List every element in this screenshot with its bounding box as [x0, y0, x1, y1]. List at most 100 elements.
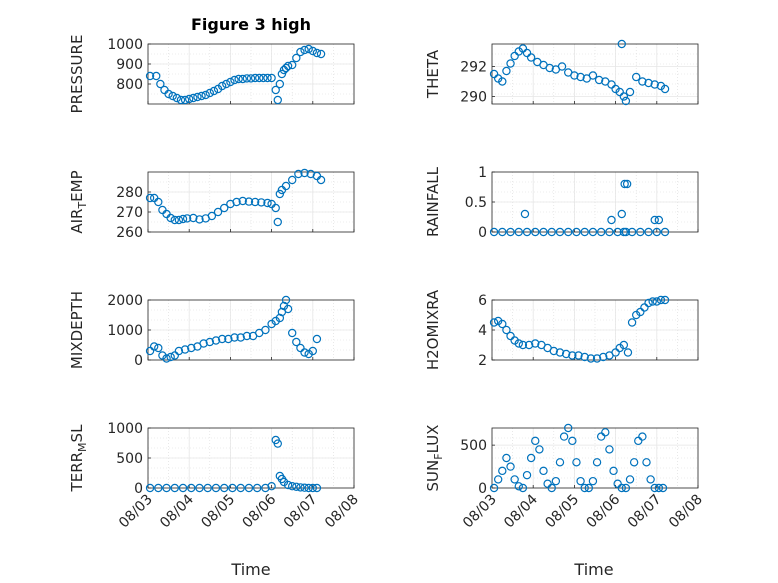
data-point	[650, 483, 659, 493]
data-point	[217, 334, 227, 344]
data-point	[296, 47, 305, 57]
y-axis-label: AIRTEMP	[68, 170, 89, 233]
y-tick-label: 4	[478, 323, 487, 339]
y-axis-label: RAINFALL	[424, 166, 442, 237]
data-point	[174, 215, 184, 225]
data-point	[145, 346, 155, 356]
subplot-5: 0 1000 2000 MIXDEPTH	[68, 291, 355, 369]
data-point	[559, 432, 569, 441]
data-point	[162, 354, 171, 363]
data-point	[619, 340, 629, 350]
y-tick-label: 0.5	[465, 195, 487, 211]
data-point	[568, 351, 577, 360]
data-point	[199, 339, 208, 348]
data-point	[288, 60, 297, 70]
data-point	[539, 227, 548, 237]
data-point	[180, 95, 190, 105]
subplot-6: 2 4 6 H2OMIXRA	[424, 289, 699, 370]
y-tick-label: 500	[116, 451, 143, 467]
data-point	[594, 75, 604, 85]
data-point	[312, 334, 322, 344]
y-tick-label: 260	[116, 225, 143, 241]
data-point	[576, 72, 585, 82]
data-point	[145, 483, 155, 493]
data-point	[568, 436, 577, 446]
data-point	[281, 295, 291, 305]
data-point	[619, 92, 629, 101]
data-point	[607, 80, 616, 89]
data-point	[145, 193, 155, 203]
data-point	[312, 48, 322, 58]
data-point	[217, 81, 227, 91]
axes-box	[491, 43, 699, 105]
y-tick-label: 1000	[107, 421, 143, 437]
data-point	[255, 73, 264, 83]
data-point	[592, 458, 602, 467]
data-point	[170, 483, 179, 493]
data-point	[220, 203, 229, 213]
data-point	[170, 215, 179, 225]
data-point	[648, 297, 657, 306]
y-tick-label: 290	[460, 90, 487, 106]
data-point	[489, 227, 499, 237]
data-point	[162, 483, 171, 493]
data-point	[555, 227, 565, 237]
data-point	[166, 213, 175, 223]
data-point	[316, 175, 326, 185]
data-point	[201, 90, 210, 100]
data-point	[205, 337, 214, 347]
data-point	[238, 74, 247, 84]
data-point	[650, 80, 659, 89]
data-point	[522, 48, 532, 58]
data-point	[182, 214, 192, 223]
data-point	[230, 75, 239, 85]
data-point	[506, 227, 515, 237]
y-tick-label: 6	[478, 293, 487, 309]
data-point	[236, 333, 245, 342]
data-point	[617, 39, 626, 49]
data-point	[197, 91, 206, 101]
data-point	[644, 227, 653, 237]
data-point	[623, 348, 633, 357]
data-point	[570, 71, 579, 80]
data-point	[271, 85, 280, 95]
data-point	[184, 94, 194, 104]
data-point	[308, 46, 317, 56]
data-point	[652, 297, 662, 306]
data-point	[211, 483, 221, 493]
data-point	[621, 227, 631, 237]
data-point	[574, 351, 583, 360]
data-point	[561, 349, 571, 359]
data-point	[489, 69, 499, 79]
data-point	[187, 343, 196, 353]
data-point	[518, 44, 528, 53]
data-point	[193, 92, 202, 102]
data-point	[273, 217, 282, 227]
data-point	[640, 303, 649, 312]
data-point	[250, 197, 260, 207]
data-point	[526, 453, 536, 463]
data-point	[195, 215, 204, 224]
data-point	[154, 343, 163, 353]
data-point	[609, 466, 618, 476]
data-point	[244, 197, 254, 206]
data-point	[275, 189, 285, 199]
data-point	[226, 77, 235, 87]
data-point	[288, 175, 297, 185]
data-point	[271, 203, 280, 213]
y-tick-label: 292	[460, 60, 487, 76]
data-point	[246, 74, 256, 83]
data-point	[252, 483, 262, 493]
data-point	[242, 331, 252, 341]
data-point	[584, 483, 594, 493]
data-point	[283, 480, 293, 490]
y-tick-label: 0	[134, 481, 143, 497]
data-point	[654, 215, 664, 225]
data-point	[506, 59, 515, 68]
data-point	[275, 313, 285, 323]
data-point	[294, 169, 303, 179]
data-point	[296, 483, 305, 492]
data-point	[267, 73, 276, 83]
data-point	[572, 227, 581, 237]
